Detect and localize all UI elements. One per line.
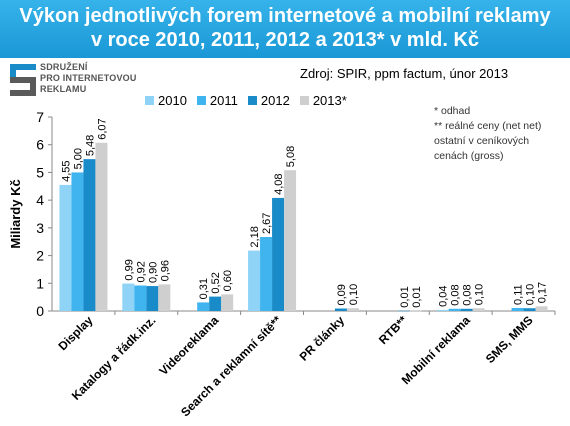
legend-item: 2012 [247, 93, 290, 108]
legend-label: 2010 [158, 93, 187, 108]
x-tick-label: Display [55, 313, 95, 353]
data-label: 5,48 [84, 135, 96, 156]
legend-item: 2013* [299, 93, 347, 108]
data-label: 0,92 [135, 261, 147, 282]
data-label: 0,10 [525, 284, 537, 305]
bar [95, 142, 108, 311]
data-label: 0,17 [537, 282, 549, 303]
bar [197, 302, 210, 311]
data-label: 2,67 [261, 213, 273, 234]
legend-swatch [299, 96, 309, 105]
legend-swatch [145, 96, 154, 105]
legend-label: 2013* [312, 93, 347, 108]
data-label: 0,11 [513, 284, 525, 305]
note-1: * odhad [434, 105, 471, 117]
title-line-1: Výkon jednotlivých forem internetové a m… [19, 5, 551, 27]
legend-item: 2011 [196, 93, 238, 108]
legend: 2010 2011 2012 2013* [145, 93, 351, 108]
y-tick-label: 7 [36, 109, 44, 125]
bar [248, 250, 261, 311]
bar [134, 285, 147, 311]
legend-item: 2010 [145, 93, 187, 108]
bar [460, 308, 473, 311]
bar [272, 197, 285, 311]
x-tick-label: PR články [297, 313, 348, 364]
bar [284, 170, 297, 311]
chart-title: Výkon jednotlivých forem internetové a m… [0, 0, 570, 58]
data-label: 0,10 [474, 284, 486, 305]
bar [535, 306, 548, 311]
data-label: 0,31 [198, 278, 210, 299]
data-label: 0,96 [159, 260, 171, 281]
y-axis-label: Miliardy Kč [8, 179, 23, 248]
data-label: 0,01 [399, 286, 411, 307]
bar [146, 286, 159, 311]
bar [260, 237, 273, 311]
bar [158, 284, 171, 311]
data-label: 0,60 [222, 270, 234, 291]
legend-label: 2011 [209, 93, 238, 108]
y-tick-label: 1 [36, 275, 44, 291]
bar [523, 308, 536, 311]
y-tick-label: 6 [36, 137, 44, 153]
bar [83, 159, 96, 311]
spir-logo-icon [10, 64, 36, 96]
data-label: 4,08 [273, 174, 285, 195]
y-tick-label: 2 [36, 248, 44, 264]
bar [397, 310, 410, 312]
note-2: ** reálné ceny (net net) [434, 120, 542, 132]
footnotes: * odhad ** reálné ceny (net net) ostatní… [434, 104, 566, 164]
logo-line-2: PRO INTERNETOVOU [40, 73, 137, 83]
source-note: Zdroj: SPIR, ppm factum, únor 2013 [300, 66, 509, 81]
data-label: 0,90 [147, 262, 159, 283]
data-label: 0,01 [411, 286, 423, 307]
legend-swatch [196, 96, 206, 105]
data-label: 0,09 [336, 284, 348, 305]
data-label: 0,08 [450, 284, 462, 305]
bar [122, 283, 135, 311]
title-line-2: v roce 2010, 2011, 2012 a 2013* v mld. K… [90, 29, 480, 51]
bar [448, 308, 461, 311]
data-label: 5,00 [72, 148, 84, 169]
bar [221, 294, 234, 311]
note-3: ostatní v ceníkových [434, 135, 530, 147]
y-tick-label: 4 [36, 192, 44, 208]
data-label: 0,99 [123, 259, 135, 280]
data-label: 6,07 [96, 118, 108, 139]
data-label: 0,10 [348, 284, 360, 305]
x-tick-label: RTB** [376, 313, 410, 347]
x-tick-label: Mobilní reklama [399, 313, 473, 387]
y-tick-label: 3 [36, 220, 44, 236]
bar [511, 307, 524, 311]
bar [59, 184, 72, 311]
data-label: 0,08 [462, 284, 474, 305]
logo-line-1: SDRUŽENÍ [40, 62, 88, 72]
bar [346, 308, 359, 311]
data-label: 5,08 [285, 146, 297, 167]
data-label: 0,52 [210, 272, 222, 293]
data-label: 2,18 [249, 226, 261, 247]
bar [71, 172, 84, 311]
logo-line-3: REKLAMU [40, 84, 87, 94]
logo-text: SDRUŽENÍ PRO INTERNETOVOU REKLAMU [40, 62, 137, 95]
bar [472, 308, 485, 311]
x-tick-label: Search a reklamní sítě** [178, 313, 284, 419]
x-tick-label: Videoreklama [156, 313, 221, 378]
bar [409, 310, 422, 312]
legend-label: 2012 [260, 93, 290, 108]
y-tick-label: 5 [36, 164, 44, 180]
note-4: cenách (gross) [434, 150, 504, 162]
bar [209, 296, 222, 311]
data-label: 4,55 [60, 160, 72, 181]
data-label: 0,04 [438, 285, 450, 306]
bar [436, 309, 449, 311]
legend-swatch [247, 96, 257, 105]
y-tick-label: 0 [36, 303, 44, 319]
x-tick-label: SMS, MMS [483, 313, 536, 366]
bar [334, 308, 347, 311]
